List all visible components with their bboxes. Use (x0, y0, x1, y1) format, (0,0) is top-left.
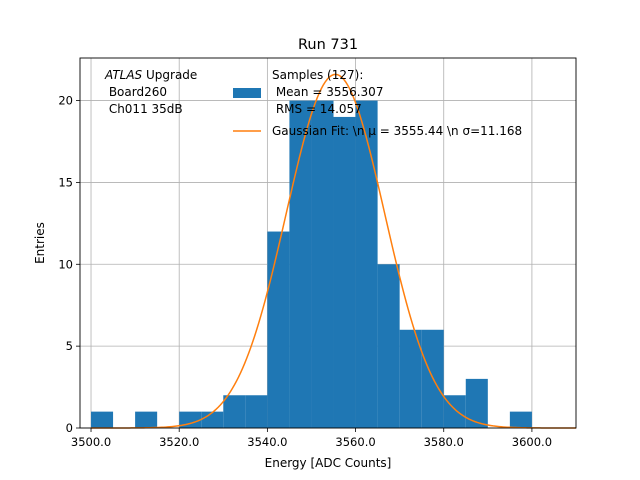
plot-frame (79, 57, 577, 429)
x-tick-label: 3520.0 (159, 435, 199, 449)
y-tick-label: 20 (58, 94, 73, 108)
x-tick-label: 3560.0 (335, 435, 375, 449)
legend-samples-line-2: Mean = 3556.307 (272, 85, 383, 99)
chart-title: Run 731 (298, 37, 358, 53)
histogram-bar (311, 100, 334, 428)
histogram-bar (289, 100, 312, 428)
y-axis-label: Entries (33, 222, 47, 264)
run-annotation: ATLAS Upgrade Board260 Ch011 35dB (104, 68, 197, 116)
upgrade-label: Upgrade (142, 68, 197, 82)
histogram-bar (465, 378, 488, 428)
legend-samples-line-1: Samples (127): (272, 68, 363, 82)
legend-fit-label: Gaussian Fit: \n μ = 3555.44 \n σ=11.168 (272, 124, 522, 138)
gaussian-fit-curve (91, 73, 576, 429)
legend-samples-line-3: RMS = 14.057 (272, 102, 362, 116)
atlas-label: ATLAS (104, 68, 143, 82)
histogram-bar (135, 411, 158, 428)
y-tick-label: 5 (66, 339, 73, 353)
annotation-line-1: ATLAS Upgrade (104, 68, 197, 82)
histogram-bar (509, 411, 532, 428)
x-tick-label: 3600.0 (512, 435, 552, 449)
legend: Samples (127): Mean = 3556.307 RMS = 14.… (233, 68, 522, 138)
board-label: Board260 (105, 85, 167, 99)
channel-label: Ch011 35dB (105, 102, 183, 116)
histogram-bar (91, 411, 114, 428)
histogram-bar (201, 411, 224, 428)
y-tick-label: 15 (58, 175, 73, 189)
x-tick-label: 3500.0 (71, 435, 111, 449)
histogram-bar (179, 411, 202, 428)
histogram-bar (355, 100, 378, 428)
histogram-bar (223, 395, 246, 428)
histogram-bar (267, 231, 290, 428)
legend-bars-swatch (233, 88, 261, 98)
y-tick-label: 0 (66, 421, 73, 435)
histogram-bar (377, 264, 400, 428)
histogram-bar (399, 329, 422, 428)
histogram-bar (245, 395, 268, 428)
x-axis-label: Energy [ADC Counts] (265, 456, 392, 470)
x-tick-label: 3580.0 (424, 435, 464, 449)
y-tick-label: 10 (58, 257, 73, 271)
histogram-bar (333, 116, 356, 428)
axis-ticks: 3500.0 3520.0 3540.0 3560.0 3580.0 3600.0 0 5 10… (58, 94, 552, 449)
x-tick-label: 3540.0 (247, 435, 287, 449)
